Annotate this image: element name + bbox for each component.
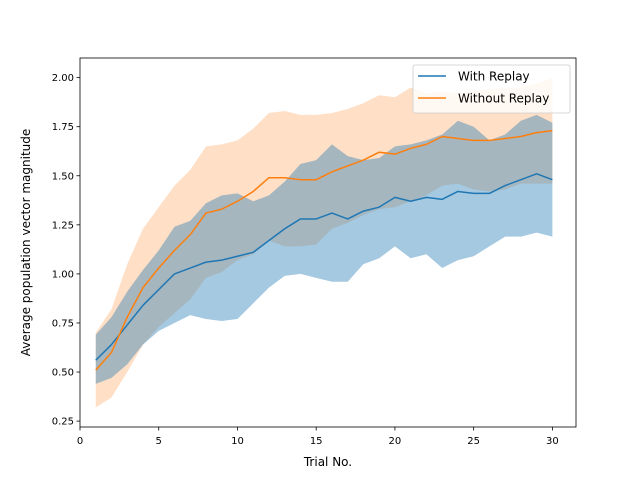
x-tick-label: 10 — [231, 436, 244, 447]
legend-label-with-replay: With Replay — [458, 70, 530, 84]
y-tick-label: 0.25 — [52, 417, 74, 428]
y-tick-label: 1.75 — [52, 122, 74, 133]
series-lines — [95, 129, 553, 371]
y-tick-label: 0.50 — [52, 368, 74, 379]
x-tick-label: 5 — [156, 436, 162, 447]
x-tick-label: 25 — [467, 436, 480, 447]
x-tick-label: 30 — [546, 436, 559, 447]
legend: With Replay Without Replay — [412, 64, 571, 114]
x-axis-ticks: 0 5 10 15 20 25 30 — [77, 427, 559, 447]
confidence-bands — [95, 77, 553, 408]
series-line-with-replay — [95, 173, 553, 361]
y-tick-label: 1.25 — [52, 220, 74, 231]
x-axis-label: Trial No. — [303, 455, 352, 469]
y-axis-ticks: 0.25 0.50 0.75 1.00 1.25 1.50 1.75 2.00 — [52, 73, 80, 428]
x-tick-label: 15 — [310, 436, 323, 447]
y-axis-label: Average population vector magnitude — [19, 129, 33, 357]
legend-box — [412, 64, 571, 114]
y-tick-label: 1.00 — [52, 269, 74, 280]
band-without-replay — [95, 77, 553, 408]
band-with-replay — [95, 114, 553, 384]
x-tick-label: 0 — [77, 436, 83, 447]
x-tick-label: 20 — [389, 436, 402, 447]
axes-frame — [79, 57, 577, 428]
y-tick-label: 2.00 — [52, 73, 74, 84]
y-tick-label: 1.50 — [52, 171, 74, 182]
series-line-without-replay — [95, 129, 553, 371]
y-tick-label: 0.75 — [52, 318, 74, 329]
legend-label-without-replay: Without Replay — [458, 92, 549, 106]
